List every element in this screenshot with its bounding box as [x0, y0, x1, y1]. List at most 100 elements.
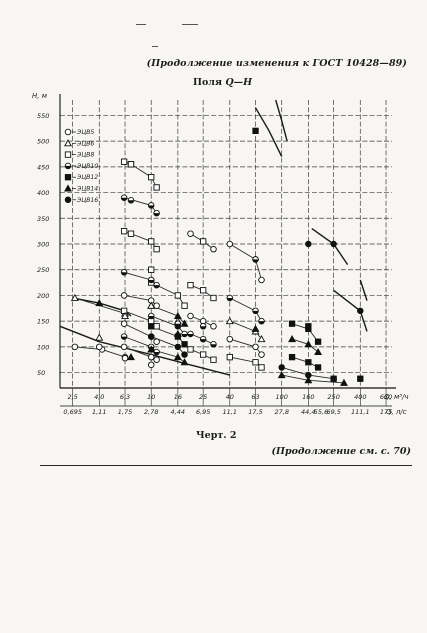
continued-note: (Продолжение см. с. 70) [271, 446, 411, 457]
data-point [305, 323, 312, 330]
data-point [252, 127, 259, 135]
field-point [210, 294, 217, 302]
field-point-half [121, 336, 127, 340]
scan-speck [152, 46, 158, 47]
y-axis-label: H, м [32, 92, 48, 100]
x2-tick-label: 2,78 [144, 408, 158, 416]
characteristic-curve [72, 297, 132, 317]
chart-legend: ЭЦВ5 ЭЦВ6 ЭЦВ8 ЭЦВ10 ЭЦВ12 ЭЦВ14 ЭЦВ16 [64, 128, 98, 204]
field-point-half [175, 326, 181, 330]
field-point [288, 335, 297, 343]
field-point [120, 158, 128, 165]
data-point [173, 329, 182, 338]
field-point [187, 312, 194, 320]
field-point [71, 343, 79, 351]
field-point [340, 378, 348, 386]
field-point-half [187, 334, 194, 337]
data-point [251, 324, 260, 332]
x2-tick-label: 27,8 [275, 408, 289, 416]
pump-field-boundary [291, 323, 319, 342]
legend-marker [64, 174, 72, 181]
field-point-half [181, 334, 188, 337]
chart-subtitle-var: Q—H [225, 77, 253, 88]
chart-subtitle: Поля Q—H [193, 77, 252, 88]
field-point-half [252, 310, 259, 314]
field-point-half [153, 352, 160, 355]
field-point [304, 376, 313, 384]
x2-tick-label: 11,1 [222, 408, 236, 416]
field-point [120, 320, 128, 327]
x2-tick-label: 17,5 [248, 408, 262, 416]
footer-rule [40, 465, 412, 466]
field-point [258, 364, 265, 371]
pump-field-boundary [291, 338, 319, 353]
field-point [257, 335, 266, 343]
field-point [174, 343, 182, 351]
data-point [96, 343, 103, 351]
y-tick-label: 400 [37, 189, 49, 197]
chart-marks [70, 127, 364, 386]
field-point [148, 317, 155, 325]
field-point [252, 343, 259, 351]
x2-tick-label: 111,1 [351, 408, 370, 416]
data-point [147, 301, 156, 309]
field-point [180, 358, 189, 366]
data-point [357, 307, 364, 315]
field-point [153, 323, 160, 330]
y-tick-label: 450 [37, 163, 49, 171]
data-point [147, 361, 155, 369]
legend-marker [64, 151, 72, 158]
data-point [121, 354, 129, 362]
field-point [148, 323, 155, 330]
field-point [120, 307, 128, 315]
legend-label: ЭЦВ10 [76, 163, 98, 170]
field-point [210, 245, 217, 253]
y-tick-label: 350 [37, 215, 49, 223]
field-point [181, 351, 188, 358]
pump-field-boundary [291, 356, 319, 368]
y-tick-label: 300 [37, 241, 49, 249]
x2-tick-label: 0,695 [63, 408, 82, 416]
legend-marker [64, 184, 72, 192]
field-point [199, 287, 207, 294]
field-point [181, 341, 188, 348]
field-point-half [153, 285, 160, 288]
field-point-half [200, 339, 206, 342]
y-tick-label: 150 [37, 318, 49, 326]
field-point [258, 351, 265, 358]
data-point [95, 333, 104, 341]
y-tick-label: 50 [37, 369, 45, 377]
continuation-header: (Продолжение изменения к ГОСТ 10428—89) [146, 58, 407, 69]
chart-subtitle-prefix: Поля [193, 77, 226, 88]
data-point [127, 161, 135, 168]
x-axis-label: Q, м³/ч [384, 393, 409, 401]
field-point [226, 240, 234, 248]
legend-marker [64, 196, 72, 204]
data-point [127, 230, 135, 237]
field-point [148, 238, 155, 245]
field-point [180, 319, 189, 327]
chart-fields [74, 161, 345, 384]
field-point [147, 353, 155, 361]
field-point [120, 227, 128, 235]
field-point [252, 359, 259, 366]
field-point [120, 343, 128, 351]
legend-marker [64, 139, 72, 147]
data-point [330, 375, 337, 382]
characteristic-curve [254, 107, 283, 157]
field-point [173, 353, 182, 361]
field-point [153, 338, 160, 345]
legend-label: ЭЦВ8 [76, 152, 94, 159]
field-point [147, 345, 156, 353]
x2-tick-label: 44,4 [301, 408, 315, 416]
data-point-half [175, 323, 181, 327]
data-point [357, 375, 364, 382]
pump-field-boundary [123, 161, 157, 188]
field-point-half [153, 213, 160, 216]
legend-label: ЭЦВ16 [76, 197, 98, 204]
field-point [304, 340, 313, 348]
chart-frame [59, 94, 396, 407]
x2-tick-label: 6,95 [196, 408, 210, 416]
field-point [305, 359, 312, 366]
field-point [210, 323, 217, 330]
